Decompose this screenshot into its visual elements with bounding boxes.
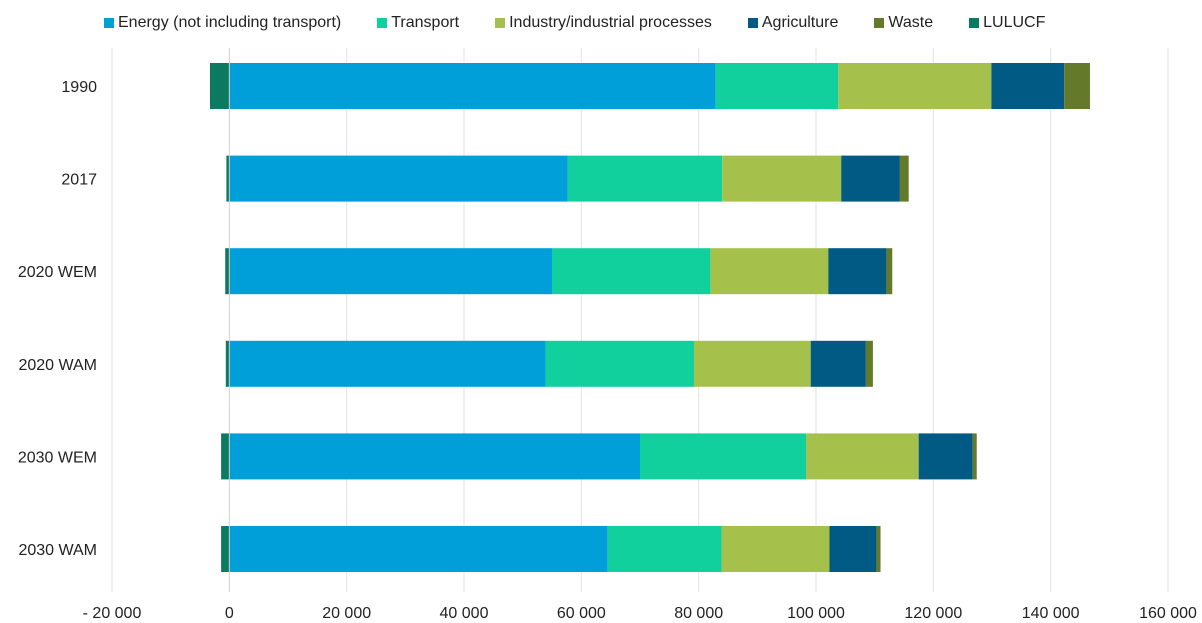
category-label: 2017 — [61, 172, 97, 189]
x-tick-label: 120 000 — [904, 605, 962, 622]
bar-segment — [900, 156, 909, 202]
bar-segment — [841, 156, 900, 202]
bar-segment — [838, 63, 991, 109]
bar-segment — [221, 433, 229, 479]
bar-segment — [229, 248, 552, 294]
bar-segment — [991, 63, 1064, 109]
bar-segment — [710, 248, 828, 294]
bar-segment — [640, 433, 806, 479]
bar-segment — [886, 248, 892, 294]
bar-segment — [919, 433, 973, 479]
x-tick-label: - 20 000 — [83, 605, 142, 622]
bar-segment — [1064, 63, 1090, 109]
x-tick-label: 160 000 — [1139, 605, 1197, 622]
bar-segment — [608, 526, 722, 572]
bar-segment — [806, 433, 919, 479]
bar-segment — [876, 526, 880, 572]
x-tick-label: 0 — [225, 605, 234, 622]
category-label: 2030 WEM — [18, 449, 97, 466]
bar-segment — [229, 341, 545, 387]
bar-segment — [229, 433, 640, 479]
category-label: 2020 WEM — [18, 264, 97, 281]
x-tick-label: 40 000 — [440, 605, 489, 622]
bar-segment — [225, 248, 229, 294]
bar-segment — [229, 156, 568, 202]
bar-segment — [828, 248, 886, 294]
x-tick-label: 60 000 — [557, 605, 606, 622]
x-tick-label: 100 000 — [787, 605, 845, 622]
bar-segment — [221, 526, 229, 572]
bar-segment — [546, 341, 694, 387]
x-tick-label: 20 000 — [322, 605, 371, 622]
x-tick-label: 80 000 — [674, 605, 723, 622]
bar-segment — [229, 63, 715, 109]
bar-segment — [552, 248, 710, 294]
bar-segment — [210, 63, 229, 109]
category-label: 2030 WAM — [18, 542, 97, 559]
bar-segment — [866, 341, 873, 387]
bar-segment — [722, 526, 830, 572]
bar-segment — [568, 156, 722, 202]
bar-segment — [811, 341, 866, 387]
bar-segment — [829, 526, 876, 572]
bar-segment — [229, 526, 607, 572]
category-label: 2020 WAM — [18, 357, 97, 374]
category-label: 1990 — [61, 79, 97, 96]
bar-segment — [226, 341, 230, 387]
bar-segment — [694, 341, 811, 387]
x-tick-label: 140 000 — [1022, 605, 1080, 622]
bar-segment — [716, 63, 839, 109]
bar-segment — [973, 433, 977, 479]
bar-segment — [722, 156, 841, 202]
